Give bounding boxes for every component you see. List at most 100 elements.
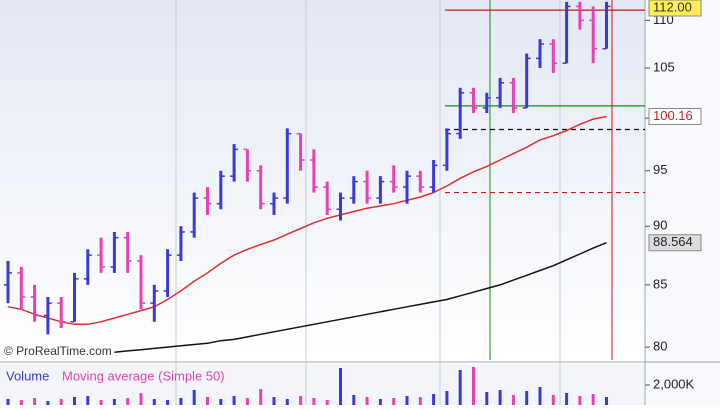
volume-background [0, 364, 645, 405]
ohlc-bar [57, 297, 66, 329]
ohlc-bar [496, 77, 505, 108]
volume-bar [19, 400, 23, 405]
ohlc-bar [522, 53, 531, 109]
volume-bar [33, 398, 37, 405]
volume-bar [232, 396, 236, 405]
ohlc-bar [17, 266, 26, 310]
y-tick-label: 85 [653, 276, 667, 291]
volume-bar [551, 395, 555, 405]
plot-background [0, 0, 645, 361]
ohlc-bar [429, 160, 438, 193]
ohlc-bar [376, 176, 385, 204]
ohlc-bar [4, 261, 12, 304]
ohlc-bar [536, 39, 544, 69]
volume-bar [46, 401, 50, 405]
ohlc-bar [296, 132, 305, 171]
ohlc-bar [150, 284, 159, 322]
moving-average [7, 115, 607, 326]
ohlc-bar [30, 284, 39, 322]
volume-bar [511, 395, 515, 405]
ohlc-bar [602, 1, 611, 50]
volume-bar [59, 399, 63, 405]
ohlc-bar [509, 77, 518, 114]
volume-bar [179, 398, 183, 405]
ohlc-bar [110, 231, 119, 273]
volume-bar [565, 393, 569, 405]
last-value-label: 88.564 [653, 234, 693, 249]
volume-bar [432, 394, 436, 405]
last-value-box [648, 234, 702, 252]
volume-bar [325, 400, 329, 405]
volume-bar [86, 396, 90, 405]
volume-tick-label: 2,000K [653, 376, 695, 391]
ohlc-bar [589, 6, 598, 64]
volume-bar [152, 399, 156, 405]
volume-bar [458, 370, 462, 405]
volume-bar [285, 399, 289, 405]
ohlc-bar [97, 237, 106, 273]
ohlc-bar [190, 192, 199, 238]
ohlc-bar [456, 87, 465, 139]
last-value-label: 112.00 [653, 0, 692, 14]
ohlc-bar [243, 148, 252, 182]
volume-bar [245, 398, 249, 405]
volume-bar [538, 387, 542, 405]
volume-bar [272, 397, 276, 405]
ohlc-bar [283, 128, 292, 204]
volume-bar [445, 391, 449, 405]
ohlc-bar [349, 176, 358, 204]
ohlc-bar [256, 165, 265, 210]
y-tick-label: 80 [653, 339, 667, 354]
volume-title: Volume [6, 368, 49, 383]
volume-bar [418, 397, 422, 405]
volume-bar [365, 397, 369, 405]
ohlc-bar [216, 170, 225, 210]
volume-bar [192, 390, 196, 405]
volume-bar [339, 368, 342, 405]
ohlc-bar [270, 192, 278, 215]
volume-bar [591, 394, 595, 405]
last-value-box [648, 0, 702, 17]
y-tick-label: 105 [653, 59, 675, 74]
volume-bar [378, 399, 382, 405]
volume-bar [578, 396, 582, 405]
vertical-grid [175, 0, 561, 405]
volume-bar [405, 396, 409, 405]
volume-bar [299, 396, 303, 405]
volume-bar [605, 397, 608, 405]
volume-bar [99, 400, 103, 405]
ohlc-bar [403, 170, 411, 204]
ohlc-bar [336, 192, 345, 221]
ohlc-bar [309, 149, 318, 193]
volume-bar [312, 398, 316, 405]
ohlc-bar [230, 144, 239, 182]
ohlc-bar [176, 226, 185, 262]
watermark: © ProRealTime.com [4, 344, 112, 358]
ohlc-bar [203, 187, 212, 215]
ohlc-bar [363, 170, 372, 204]
ohlc-bar [469, 87, 478, 114]
ohlc-bar [83, 249, 92, 285]
ohlc-bar [549, 39, 558, 73]
ohlc-bar [482, 92, 491, 114]
last-value-label: 100.16 [653, 108, 693, 123]
volume-bar [73, 397, 76, 405]
ohlc-bar [442, 128, 451, 171]
volume-bar [112, 399, 116, 405]
volume-bar [525, 391, 529, 405]
ohlc-bar [389, 165, 398, 193]
volume-bar [6, 399, 10, 405]
ohlc-bar [163, 249, 172, 298]
volume-bar [206, 397, 209, 405]
volume-bar [485, 392, 489, 405]
moving-average [114, 242, 607, 353]
ohlc-bar [70, 272, 79, 323]
volume-bar [139, 393, 143, 405]
last-value-box [648, 107, 702, 125]
volume-bar [166, 400, 170, 405]
volume-subtitle: Moving average (Simple 50) [62, 368, 225, 383]
ohlc-bar [137, 255, 145, 310]
volume-bar [498, 390, 502, 405]
volume-bar [472, 367, 475, 405]
